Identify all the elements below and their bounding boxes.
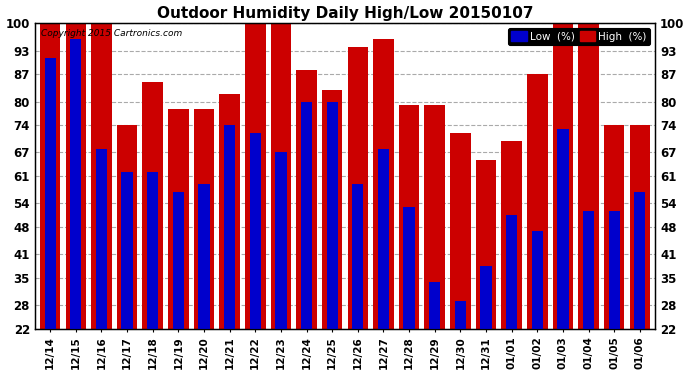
Bar [429,282,440,329]
Bar [506,215,518,329]
Bar [142,82,163,329]
Bar [168,110,188,329]
Bar [70,39,81,329]
Title: Outdoor Humidity Daily High/Low 20150107: Outdoor Humidity Daily High/Low 20150107 [157,6,533,21]
Bar [250,133,261,329]
Bar [245,23,266,329]
Bar [45,58,56,329]
Bar [424,105,445,329]
Bar [296,70,317,329]
Text: Copyright 2015 Cartronics.com: Copyright 2015 Cartronics.com [41,29,182,38]
Bar [40,23,61,329]
Bar [378,148,389,329]
Bar [326,102,338,329]
Bar [348,46,368,329]
Bar [527,74,548,329]
Bar [275,153,286,329]
Bar [219,94,240,329]
Bar [147,172,159,329]
Bar [194,110,215,329]
Bar [583,211,594,329]
Bar [172,192,184,329]
Bar [455,302,466,329]
Bar [629,125,650,329]
Bar [352,184,364,329]
Bar [604,125,624,329]
Bar [553,23,573,329]
Bar [475,160,496,329]
Legend: Low  (%), High  (%): Low (%), High (%) [508,28,650,45]
Bar [198,184,210,329]
Bar [450,133,471,329]
Bar [480,266,492,329]
Bar [270,23,291,329]
Bar [502,141,522,329]
Bar [531,231,543,329]
Bar [91,23,112,329]
Bar [224,125,235,329]
Bar [404,207,415,329]
Bar [373,39,394,329]
Bar [301,102,312,329]
Bar [578,23,599,329]
Bar [558,129,569,329]
Bar [117,125,137,329]
Bar [121,172,132,329]
Bar [322,90,342,329]
Bar [399,105,420,329]
Bar [66,23,86,329]
Bar [634,192,645,329]
Bar [609,211,620,329]
Bar [96,148,107,329]
